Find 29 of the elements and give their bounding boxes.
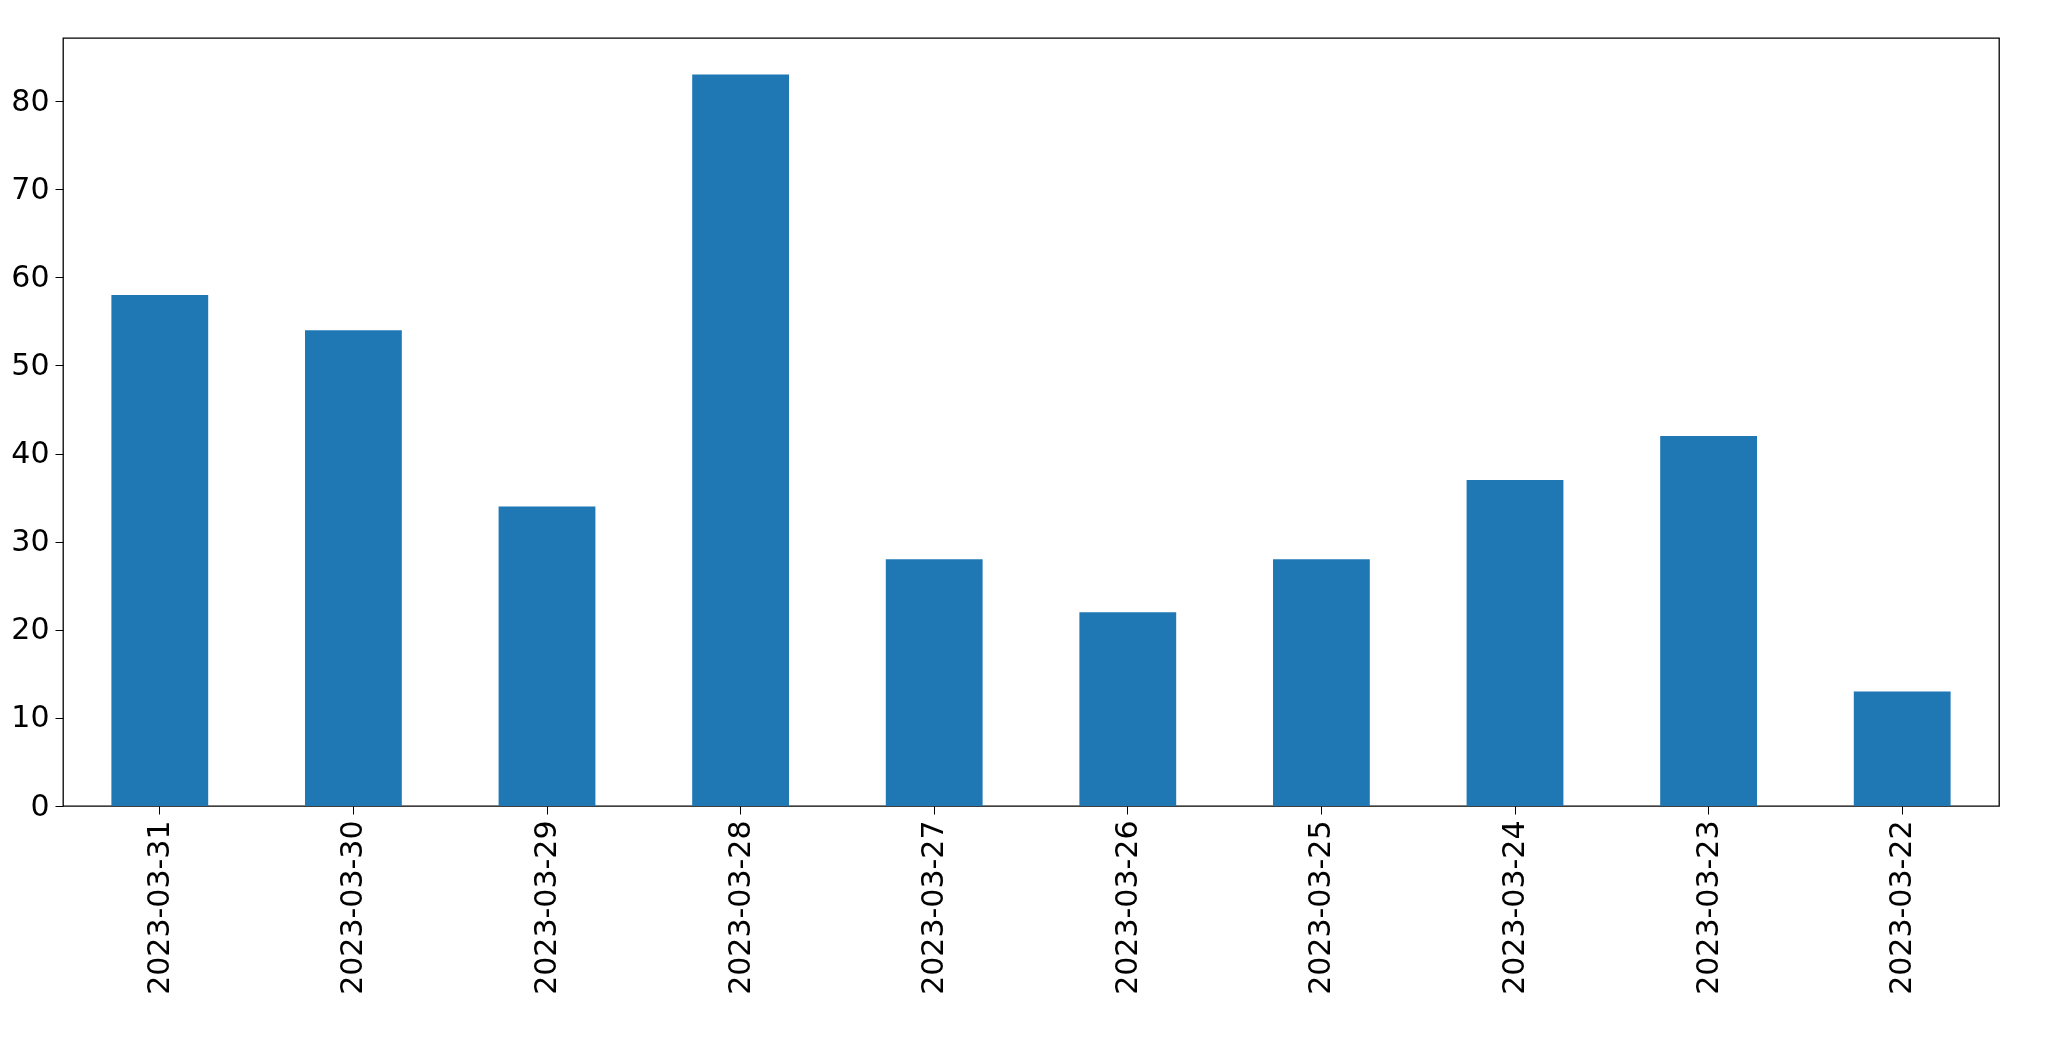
x-tick-label: 2023-03-29 — [528, 820, 563, 995]
bar — [1660, 435, 1757, 806]
bar — [111, 294, 209, 806]
y-tick-label: 10 — [11, 699, 50, 735]
y-tick-label: 40 — [11, 435, 50, 470]
bar — [1273, 559, 1370, 806]
bar — [498, 506, 596, 806]
y-tick-label: 60 — [11, 258, 50, 294]
bar — [1079, 612, 1177, 806]
x-tick-label: 2023-03-28 — [721, 820, 757, 995]
x-tick-label: 2023-03-25 — [1302, 820, 1338, 995]
x-tick-label: 2023-03-26 — [1108, 820, 1144, 995]
y-tick-label: 0 — [30, 787, 50, 823]
y-tick-label: 50 — [11, 346, 50, 382]
x-tick-label: 2023-03-30 — [334, 820, 370, 995]
x-tick-label: 2023-03-23 — [1689, 820, 1725, 995]
x-tick-label: 2023-03-22 — [1883, 820, 1919, 995]
y-tick-label: 30 — [11, 523, 50, 559]
bar — [1466, 479, 1564, 806]
x-tick-label: 2023-03-27 — [915, 820, 951, 995]
bar — [692, 74, 789, 806]
bar — [885, 559, 983, 806]
bar — [1853, 691, 1951, 806]
x-tick-label: 2023-03-31 — [140, 820, 176, 995]
y-tick-label: 70 — [11, 170, 50, 206]
x-tick-label: 2023-03-24 — [1496, 820, 1531, 995]
y-tick-label: 80 — [11, 82, 50, 118]
y-tick-label: 20 — [11, 611, 50, 647]
bar — [305, 330, 402, 806]
